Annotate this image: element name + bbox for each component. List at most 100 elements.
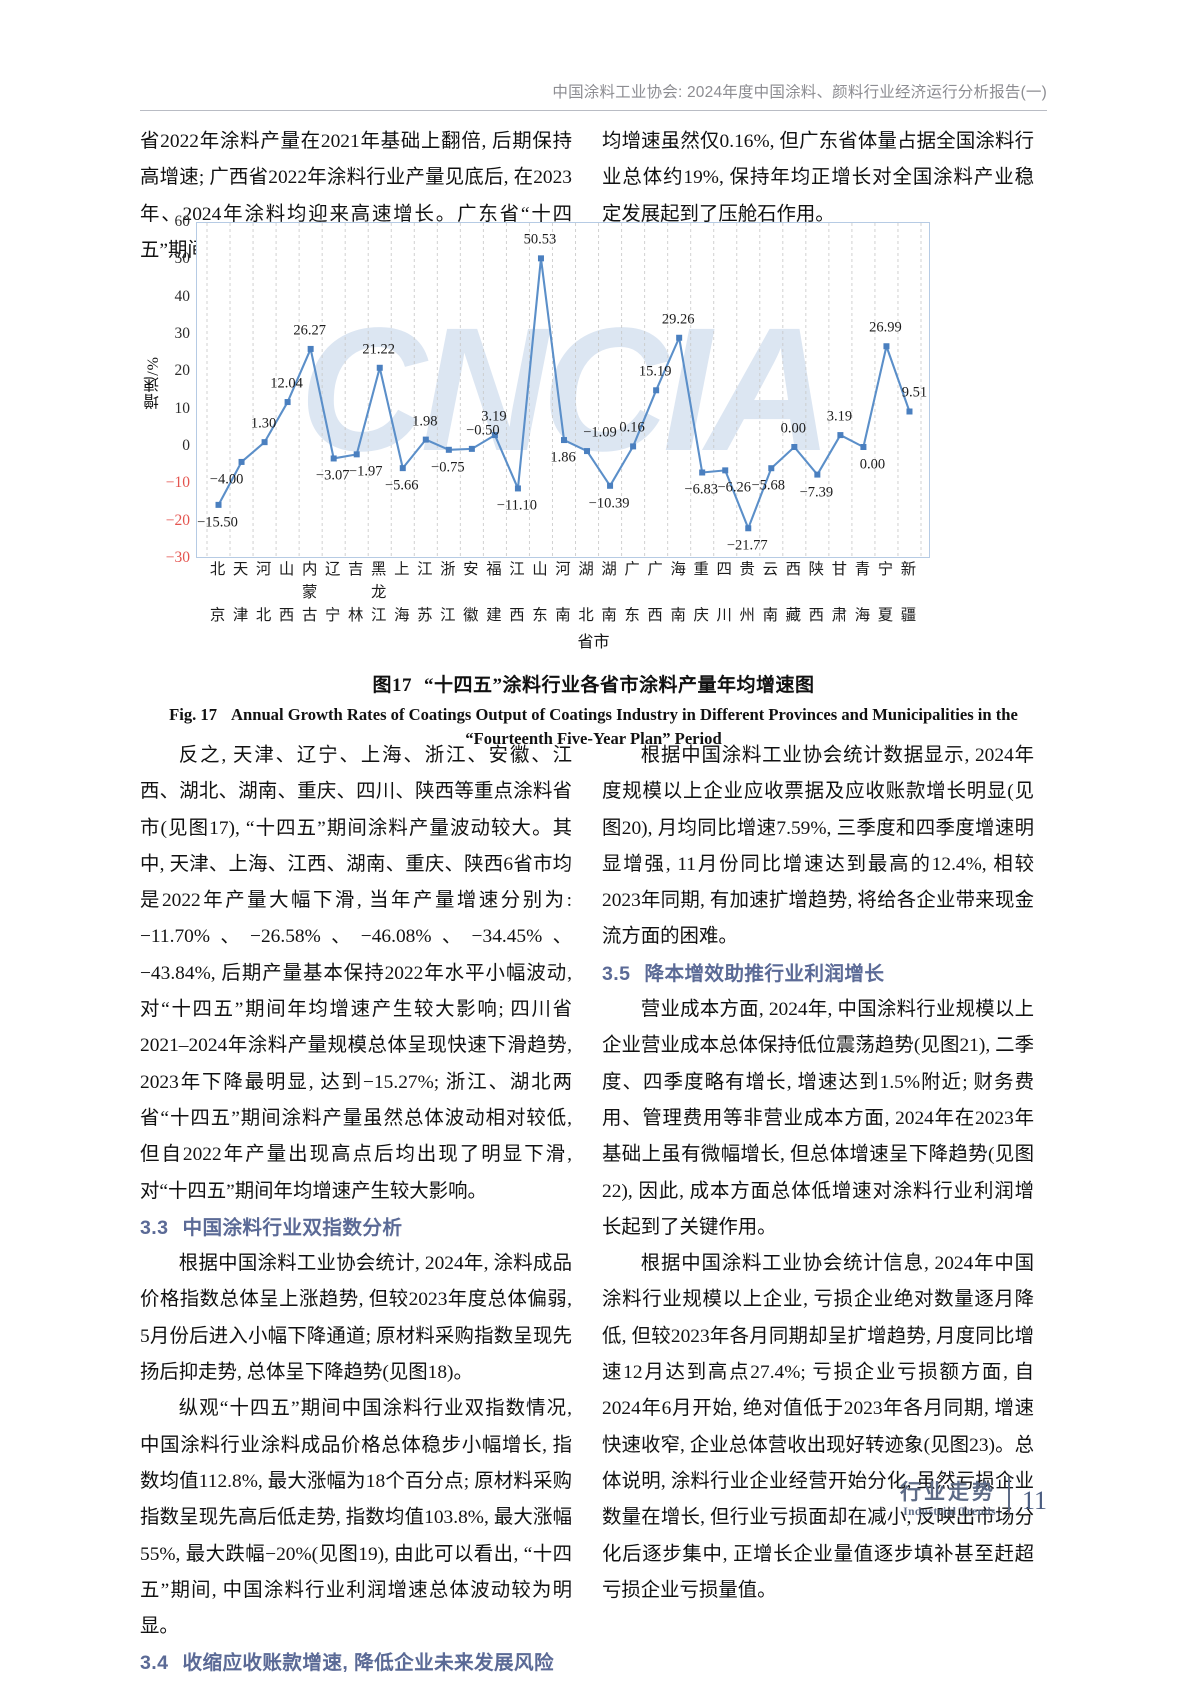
- paragraph-left-3: 纵观“十四五”期间中国涂料行业双指数情况, 中国涂料行业涂料成品价格总体稳步小幅…: [140, 1398, 572, 1638]
- footer-brand-cn: 行业走势: [899, 1480, 996, 1504]
- chart-value-label: 21.22: [362, 341, 396, 358]
- chart-value-label: −6.83: [684, 481, 718, 498]
- y-axis-tick: −30: [165, 549, 190, 566]
- chart-value-label: −15.50: [197, 514, 238, 531]
- figure-caption-cn: 图17 “十四五”涂料行业各省市涂料产量年均增速图: [140, 670, 1047, 697]
- chart-value-label: 29.26: [661, 311, 695, 328]
- chart-value-label: 12.04: [270, 375, 303, 392]
- chart-value-label: 26.99: [869, 319, 902, 336]
- y-axis-tick: −20: [165, 511, 190, 529]
- chart-value-label: −1.97: [348, 463, 383, 480]
- x-axis-tick-label: 上 海: [394, 561, 410, 624]
- figure-17: 增速/% 60 50 40 30 20 10 0 −10 −20 −30 CNCIA −15.50…: [140, 213, 1047, 751]
- x-axis-tick-label: 内蒙古: [301, 561, 318, 624]
- paragraph-right-3: 根据中国涂料工业协会统计信息, 2024年中国涂料行业规模以上企业, 亏损企业绝…: [602, 1253, 1034, 1601]
- section-heading-3-4: 3.4 收缩应收账款增速, 降低企业未来发展风险: [140, 1645, 572, 1681]
- section-heading-3-3: 3.3 中国涂料行业双指数分析: [140, 1210, 572, 1246]
- figure-caption-cn-tag: 图17: [372, 675, 412, 696]
- chart-line-svg: [206, 223, 922, 557]
- header-rule: [140, 110, 1047, 111]
- chart-value-label: 9.51: [901, 384, 928, 401]
- x-axis-tick-label: 山 东: [532, 561, 548, 624]
- x-axis-tick-label: 湖 南: [601, 561, 617, 624]
- x-axis-tick-label: 河 北: [255, 561, 272, 624]
- figure-caption-en: Fig. 17 Annual Growth Rates of Coatings O…: [140, 703, 1047, 751]
- x-axis-tick-label: 河 南: [555, 561, 571, 624]
- chart-value-label: −1.09: [583, 424, 617, 441]
- chart-value-label: −3.07: [315, 467, 350, 484]
- chart-value-label: −5.68: [751, 477, 786, 494]
- chart-value-label: −21.77: [726, 537, 768, 554]
- x-axis-tick-label: 山 西: [278, 561, 295, 624]
- paragraph-right-1: 根据中国涂料工业协会统计数据显示, 2024年度规模以上企业应收票据及应收账款增…: [602, 745, 1034, 948]
- x-axis-tick-label: 四 川: [716, 561, 732, 624]
- chart-value-label: 0.16: [619, 419, 645, 436]
- x-axis-labels: 北 京天 津河 北山 西内蒙古辽 宁吉 林黑龙江上 海江 苏浙 江安 徽福 建江…: [196, 558, 930, 626]
- x-axis-tick-label: 吉 林: [348, 561, 364, 624]
- figure-caption-en-tag: Fig. 17: [169, 705, 218, 724]
- page-number: 11: [1021, 1486, 1047, 1515]
- x-axis-tick-label: 北 京: [209, 561, 226, 624]
- x-axis-tick-label: 广 西: [647, 561, 663, 624]
- running-head: 中国涂料工业协会: 2024年度中国涂料、颜料行业经济运行分析报告(一): [552, 84, 1047, 101]
- section-number-3-3: 3.3: [140, 1216, 169, 1239]
- chart-value-label: −10.39: [588, 495, 630, 512]
- right-column-body: 根据中国涂料工业协会统计数据显示, 2024年度规模以上企业应收票据及应收账款增…: [602, 738, 1034, 1609]
- x-axis-tick-label: 湖 北: [578, 561, 594, 624]
- y-axis-tick: 50: [174, 250, 191, 268]
- chart-value-label: 1.30: [250, 415, 277, 432]
- x-axis-tick-label: 贵 州: [739, 561, 755, 624]
- x-axis-tick-label: 西 藏: [785, 561, 802, 624]
- x-axis-title: 省市: [577, 634, 610, 651]
- chart-value-label: 26.27: [293, 322, 326, 339]
- y-axis-tick: −10: [165, 474, 190, 492]
- y-axis-tick: 20: [174, 362, 191, 380]
- x-axis-tick-label: 甘 肃: [831, 561, 848, 624]
- x-axis-tick-label: 江 苏: [417, 561, 433, 624]
- chart-value-label: −4.00: [209, 471, 244, 488]
- chart-value-label: −0.75: [431, 459, 465, 476]
- section-number-3-5: 3.5: [602, 962, 631, 985]
- x-axis-tick-label: 天 津: [232, 561, 249, 624]
- paragraph-right-2: 营业成本方面, 2024年, 中国涂料行业规模以上企业营业成本总体保持低位震荡趋…: [602, 999, 1034, 1238]
- x-axis-tick-label: 重 庆: [693, 561, 709, 624]
- section-title-3-5: 降本增效助推行业利润增长: [644, 962, 885, 985]
- left-column-body: 反之, 天津、辽宁、上海、浙江、安徽、江西、湖北、湖南、重庆、四川、陕西等重点涂…: [140, 738, 572, 1682]
- y-axis-tick: 60: [174, 213, 191, 230]
- section-heading-3-5: 3.5 降本增效助推行业利润增长: [602, 956, 1034, 992]
- chart-plot-area: CNCIA: [196, 222, 930, 558]
- paragraph-left-top: 省2022年涂料产量在2021年基础上翻倍, 后期保持高增速; 广西省2022年…: [140, 131, 572, 261]
- chart-value-label: 1.98: [412, 413, 438, 430]
- chart-value-label: 0.00: [859, 456, 886, 473]
- paragraph-left-2: 根据中国涂料工业协会统计, 2024年, 涂料成品价格指数总体呈上涨趋势, 但较…: [140, 1253, 572, 1384]
- x-axis-tick-label: 海 南: [670, 561, 686, 624]
- page-footer: 行业走势 Industrial Trends 11: [0, 1476, 1047, 1518]
- x-axis-tick-label: 黑龙江: [371, 561, 387, 624]
- chart-value-label: −0.50: [466, 422, 500, 439]
- footer-brand-en: Industrial Trends: [903, 1505, 996, 1518]
- x-axis-tick-label: 新 疆: [900, 561, 917, 624]
- section-title-3-3: 中国涂料行业双指数分析: [182, 1216, 403, 1239]
- document-page: 中国涂料工业协会: 2024年度中国涂料、颜料行业经济运行分析报告(一) 省20…: [0, 84, 1047, 1674]
- paragraph-left-1: 反之, 天津、辽宁、上海、浙江、安徽、江西、湖北、湖南、重庆、四川、陕西等重点涂…: [140, 745, 572, 1202]
- paragraph-right-top: 均增速虽然仅0.16%, 但广东省体量占据全国涂料行业总体约19%, 保持年均正…: [602, 131, 1034, 225]
- chart-value-label: 3.19: [481, 408, 507, 425]
- x-axis-tick-label: 浙 江: [440, 561, 456, 624]
- figure-caption-en-line2: “Fourteenth Five-Year Plan” Period: [465, 729, 722, 748]
- x-axis-tick-label: 广 东: [624, 561, 640, 624]
- footer-divider: [1007, 1476, 1010, 1516]
- x-axis-tick-label: 辽 宁: [324, 561, 341, 624]
- y-axis-tick: 0: [182, 437, 190, 454]
- chart-value-label: 1.86: [550, 449, 576, 466]
- y-axis-tick: 10: [174, 399, 191, 417]
- chart-value-label: −7.39: [799, 484, 834, 501]
- chart-value-label: 15.19: [638, 363, 672, 380]
- chart-value-label: 3.19: [826, 408, 853, 425]
- x-axis-tick-label: 宁 夏: [877, 561, 894, 624]
- x-axis-tick-label: 云 南: [762, 561, 778, 624]
- left-column-top: 省2022年涂料产量在2021年基础上翻倍, 后期保持高增速; 广西省2022年…: [140, 124, 572, 269]
- footer-brand: 行业走势 Industrial Trends: [899, 1480, 996, 1518]
- chart-value-label: 50.53: [523, 231, 557, 248]
- x-axis-tick-label: 陕 西: [808, 561, 825, 624]
- chart-value-label: −5.66: [384, 477, 419, 494]
